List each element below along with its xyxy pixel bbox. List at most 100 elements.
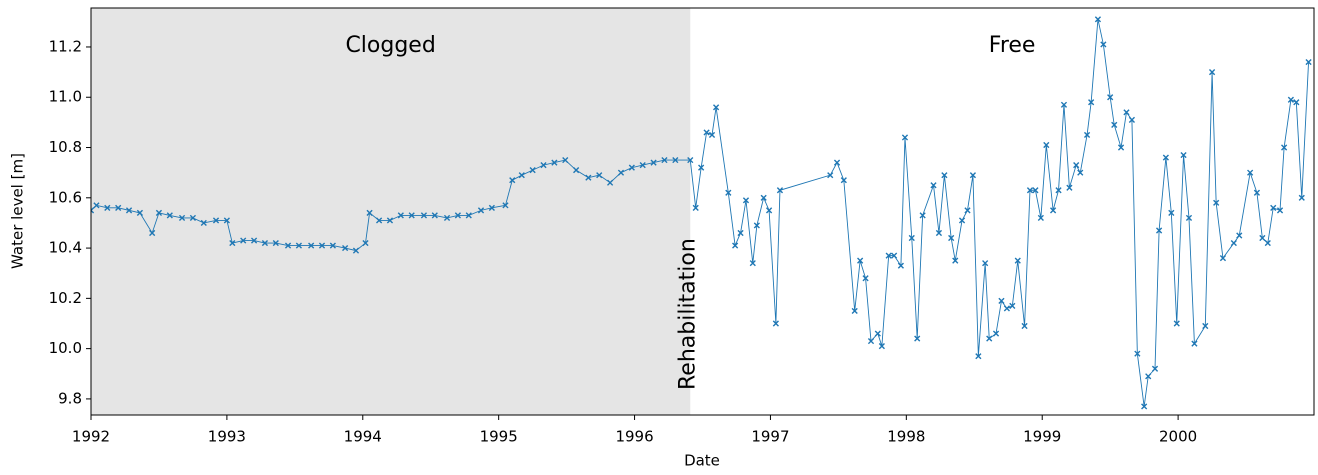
- data-marker: [862, 275, 869, 282]
- data-marker: [952, 257, 959, 264]
- data-marker: [958, 217, 966, 224]
- data-marker: [742, 197, 750, 204]
- x-tick-label: 1995: [480, 428, 518, 446]
- data-marker: [454, 212, 461, 219]
- data-marker: [1107, 94, 1114, 101]
- plot-area: [91, 16, 1312, 410]
- data-marker: [1168, 209, 1175, 216]
- data-marker: [1037, 214, 1044, 222]
- data-marker: [502, 202, 509, 209]
- data-marker: [1117, 144, 1125, 151]
- data-marker: [125, 207, 133, 214]
- data-marker: [986, 335, 993, 342]
- data-marker: [200, 219, 207, 227]
- data-marker: [1088, 99, 1095, 106]
- data-marker: [397, 212, 404, 219]
- data-marker: [1100, 41, 1107, 48]
- data-marker: [992, 330, 1000, 337]
- data-marker: [149, 229, 156, 237]
- x-tick-label: 1997: [751, 428, 789, 446]
- data-marker: [529, 167, 536, 174]
- data-marker: [229, 239, 236, 247]
- data-marker: [1123, 109, 1130, 116]
- data-marker: [650, 159, 657, 166]
- data-marker: [897, 262, 904, 269]
- y-tick-label: 10.0: [49, 339, 82, 357]
- data-marker: [982, 260, 989, 267]
- data-marker: [941, 172, 948, 179]
- y-tick-label: 11.2: [49, 37, 82, 55]
- data-marker: [420, 212, 428, 219]
- data-marker: [573, 167, 580, 174]
- data-marker: [366, 209, 373, 216]
- data-marker: [136, 209, 144, 216]
- data-marker: [703, 129, 710, 136]
- data-marker: [672, 156, 679, 164]
- data-marker: [91, 207, 95, 214]
- data-marker: [250, 237, 258, 244]
- data-marker: [1202, 322, 1209, 330]
- data-marker: [1003, 305, 1010, 312]
- data-marker: [1208, 69, 1216, 76]
- data-marker: [749, 260, 756, 267]
- data-marker: [1191, 340, 1198, 347]
- data-marker: [617, 169, 625, 176]
- data-marker: [687, 156, 694, 164]
- data-marker: [1009, 302, 1016, 309]
- data-marker: [935, 229, 943, 237]
- data-marker: [189, 214, 197, 222]
- data-marker: [488, 204, 495, 211]
- data-marker: [443, 214, 451, 222]
- data-marker: [1162, 154, 1169, 161]
- data-marker: [518, 172, 525, 179]
- data-marker: [261, 239, 269, 247]
- data-marker: [352, 247, 360, 254]
- data-marker: [712, 104, 720, 111]
- data-marker: [1305, 58, 1312, 66]
- data-marker: [1281, 144, 1288, 151]
- data-marker: [1141, 403, 1148, 410]
- data-marker: [1134, 350, 1141, 357]
- data-marker: [878, 343, 885, 350]
- axes: Clogged Free Rehabilitation 1992 1993 1994 199…: [49, 33, 1198, 446]
- data-marker: [1021, 322, 1028, 330]
- data-marker: [1270, 204, 1277, 211]
- data-marker: [827, 172, 834, 179]
- data-marker: [1287, 96, 1294, 103]
- data-marker: [104, 204, 111, 211]
- data-marker: [1185, 214, 1193, 222]
- data-marker: [840, 177, 847, 184]
- data-marker: [772, 320, 779, 327]
- data-marker: [732, 242, 739, 249]
- data-marker: [1043, 141, 1050, 149]
- annotation: Free: [989, 33, 1036, 58]
- data-marker: [901, 134, 909, 141]
- data-marker: [1151, 365, 1159, 372]
- data-marker: [1253, 189, 1261, 196]
- data-marker: [874, 330, 881, 337]
- data-marker: [115, 204, 122, 211]
- data-marker: [318, 242, 326, 249]
- data-marker: [1145, 373, 1152, 380]
- annotation: Rehabilitation: [675, 238, 700, 390]
- data-marker: [914, 335, 921, 342]
- data-marker: [1264, 239, 1271, 247]
- data-marker: [1276, 207, 1284, 214]
- data-marker: [1055, 187, 1062, 194]
- data-marker: [698, 164, 705, 171]
- y-tick-label: 10.2: [49, 289, 82, 307]
- x-tick-label: 1996: [615, 428, 653, 446]
- shaded-span: [91, 8, 691, 415]
- data-marker: [272, 239, 279, 247]
- data-marker: [1073, 162, 1080, 169]
- data-marker: [295, 242, 303, 249]
- data-marker: [477, 207, 485, 214]
- data-marker: [1259, 234, 1266, 242]
- data-marker: [969, 172, 977, 179]
- data-marker: [1155, 227, 1163, 234]
- data-marker: [753, 222, 760, 229]
- data-marker: [975, 353, 982, 360]
- data-marker: [562, 156, 569, 164]
- data-marker: [661, 156, 668, 164]
